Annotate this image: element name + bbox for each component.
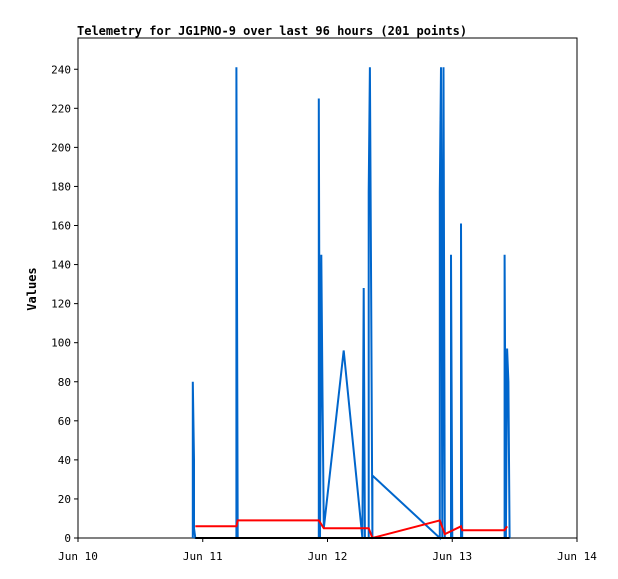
series-line-1 [191,67,511,541]
y-tick-label: 40 [58,454,71,467]
y-tick-label: 200 [51,141,71,154]
y-tick-label: 120 [51,298,71,311]
chart-title: Telemetry for JG1PNO-9 over last 96 hour… [77,24,467,38]
y-tick-label: 180 [51,180,71,193]
y-tick-label: 80 [58,376,71,389]
y-tick-label: 140 [51,259,71,272]
x-tick-label: Jun 14 [557,550,597,563]
y-tick-label: 100 [51,337,71,350]
y-tick-label: 160 [51,220,71,233]
y-tick-label: 0 [64,532,71,545]
plot-area: 0 20 40 60 80 100 120 140 160 180 200 220 240 Jun 10 J… [51,37,597,563]
x-tick-label: Jun 10 [58,550,98,563]
y-tick-label: 60 [58,415,71,428]
plot-frame [77,37,578,539]
x-tick-label: Jun 13 [432,550,472,563]
x-tick-label: Jun 11 [183,550,223,563]
x-tick-label: Jun 12 [308,550,348,563]
y-tick-label: 240 [51,63,71,76]
y-tick-label: 220 [51,102,71,115]
y-axis-label: Values [25,267,39,310]
y-tick-label: 20 [58,493,71,506]
